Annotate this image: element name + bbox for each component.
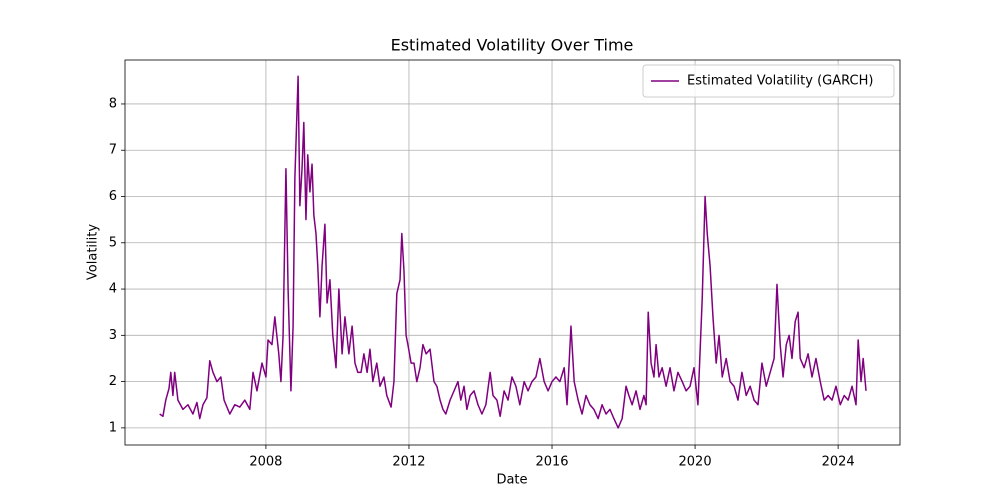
y-tick-label: 4 <box>109 282 117 297</box>
x-tick-label: 2016 <box>535 455 568 470</box>
series-line <box>159 75 867 429</box>
y-tick-label: 7 <box>109 143 117 158</box>
x-tick-label: 2008 <box>249 455 282 470</box>
y-tick-label: 3 <box>109 328 117 343</box>
x-tick-label: 2020 <box>679 455 712 470</box>
y-tick-label: 6 <box>109 189 117 204</box>
y-axis-label: Volatility <box>86 224 101 280</box>
plot-frame <box>124 59 901 446</box>
x-tick-label: 2012 <box>392 455 425 470</box>
x-axis-label: Date <box>496 473 527 488</box>
legend: Estimated Volatility (GARCH) <box>642 64 895 98</box>
y-tick-label: 8 <box>109 96 117 111</box>
x-tick-label: 2024 <box>822 455 855 470</box>
y-tick-label: 1 <box>109 420 117 435</box>
legend-label: Estimated Volatility (GARCH) <box>687 74 873 89</box>
y-tick-label: 2 <box>109 374 117 389</box>
chart-title: Estimated Volatility Over Time <box>391 36 634 55</box>
y-tick-label: 5 <box>109 235 117 250</box>
legend-box <box>642 64 895 98</box>
